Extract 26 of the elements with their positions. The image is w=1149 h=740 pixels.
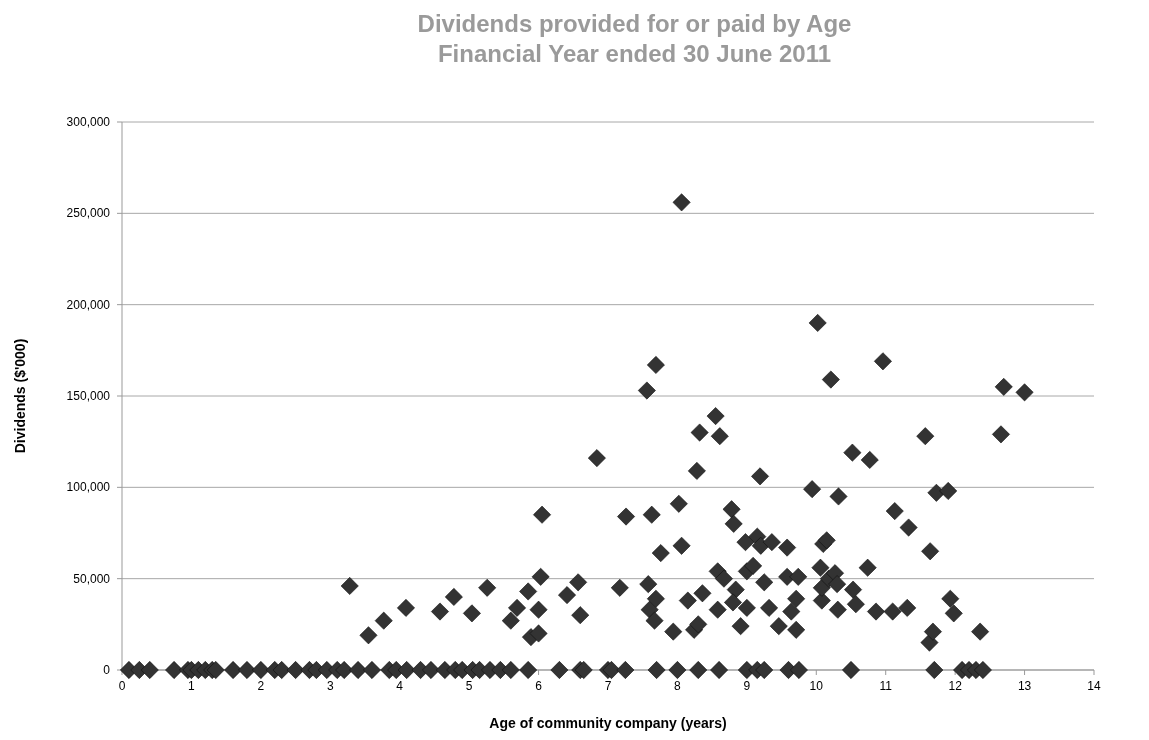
x-tick-label: 4 bbox=[396, 679, 404, 693]
y-tick-label: 300,000 bbox=[66, 115, 111, 129]
y-tick-label: 250,000 bbox=[66, 206, 111, 221]
y-tick-label: 200,000 bbox=[66, 297, 111, 312]
x-tick-label: 3 bbox=[326, 679, 334, 693]
x-tick-label: 2 bbox=[257, 679, 265, 693]
x-tick-label: 6 bbox=[535, 679, 543, 693]
x-tick-label: 5 bbox=[465, 679, 473, 693]
x-tick-label: 12 bbox=[948, 679, 963, 693]
x-tick-label: 10 bbox=[809, 679, 824, 693]
x-tick-label: 14 bbox=[1087, 679, 1101, 693]
x-tick-label: 8 bbox=[674, 679, 682, 693]
y-tick-label: 100,000 bbox=[66, 480, 111, 495]
x-tick-label: 1 bbox=[188, 679, 196, 693]
chart-subtitle: Financial Year ended 30 June 2011 bbox=[437, 40, 832, 67]
x-axis-title: Age of community company (years) bbox=[489, 715, 727, 731]
chart-title: Dividends provided for or paid by Age bbox=[417, 10, 852, 37]
x-tick-label: 11 bbox=[879, 679, 893, 693]
x-tick-label: 9 bbox=[743, 679, 751, 693]
y-axis-title: Dividends ($'000) bbox=[12, 338, 28, 454]
x-tick-label: 13 bbox=[1017, 679, 1032, 693]
y-tick-label: 0 bbox=[103, 663, 111, 677]
x-tick-label: 0 bbox=[118, 679, 126, 693]
y-tick-label: 150,000 bbox=[66, 389, 111, 403]
x-tick-label: 7 bbox=[604, 679, 612, 693]
y-tick-label: 50,000 bbox=[73, 571, 111, 586]
